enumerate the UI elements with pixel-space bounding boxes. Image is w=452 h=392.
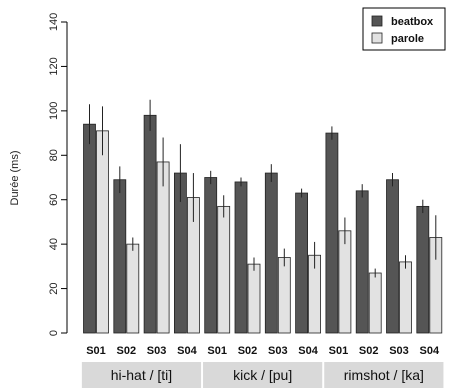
y-axis-label: Durée (ms) (9, 150, 21, 205)
bar-beatbox (295, 192, 309, 334)
group-label-box (203, 362, 323, 388)
bar-parole (156, 161, 170, 334)
legend-swatch-beatbox (371, 15, 383, 27)
bars (83, 99, 443, 334)
x-tick-label: S02 (359, 345, 379, 357)
legend: beatbox parole (362, 7, 446, 51)
legend-label-beatbox: beatbox (391, 16, 434, 28)
group-label-box (324, 362, 444, 388)
bar-beatbox (204, 177, 218, 334)
y-tick-label: 20 (48, 282, 60, 294)
x-tick-label: S03 (268, 345, 288, 357)
bar-parole (96, 130, 109, 334)
y-tick-label: 40 (48, 238, 60, 250)
y-axis: 0 20 40 60 80 100 120 140 (48, 13, 68, 336)
bar-parole (126, 243, 140, 334)
group-label: rimshot / [ka] (344, 367, 424, 383)
legend-swatch-parole (371, 32, 383, 44)
bar-beatbox (83, 123, 96, 334)
y-tick-label: 140 (48, 13, 60, 31)
bar-beatbox (234, 181, 248, 334)
x-tick-label: S03 (147, 345, 167, 357)
y-tick-label: 120 (48, 57, 60, 75)
x-tick-label: S04 (420, 345, 440, 357)
group-label: hi-hat / [ti] (111, 367, 172, 383)
bar-beatbox (355, 190, 369, 334)
y-tick-label: 0 (48, 330, 60, 336)
group-labels: hi-hat / [ti] kick / [pu] rimshot / [ka] (81, 362, 444, 388)
legend-label-parole: parole (391, 33, 424, 45)
bar-parole (368, 272, 382, 334)
x-tick-label: S04 (177, 345, 197, 357)
x-tick-label: S01 (329, 345, 349, 357)
x-tick-label: S02 (117, 345, 137, 357)
group-label: kick / [pu] (233, 367, 292, 383)
bar-beatbox (143, 114, 157, 334)
x-tick-label: S03 (389, 345, 409, 357)
y-tick-label: 100 (48, 102, 60, 120)
x-tick-label: S02 (238, 345, 258, 357)
bar-parole (247, 263, 261, 334)
bar-parole (277, 257, 291, 334)
bar-beatbox (325, 132, 339, 334)
y-tick-label: 60 (48, 194, 60, 206)
bar-beatbox (416, 205, 430, 334)
bar-parole (217, 205, 231, 334)
bar-parole (399, 261, 412, 334)
x-tick-labels: S01 S02 S03 S04 S01 S02 S03 S04 S01 S02 S03 S04 (86, 345, 440, 357)
bar-beatbox (386, 179, 399, 334)
group-label-box (81, 362, 202, 388)
bar-parole (338, 230, 352, 334)
bar-beatbox (113, 179, 127, 334)
bar-beatbox (264, 172, 278, 334)
x-tick-label: S01 (207, 345, 227, 357)
x-tick-label: S01 (86, 345, 106, 357)
x-tick-label: S04 (298, 345, 318, 357)
y-tick-label: 80 (48, 149, 60, 161)
